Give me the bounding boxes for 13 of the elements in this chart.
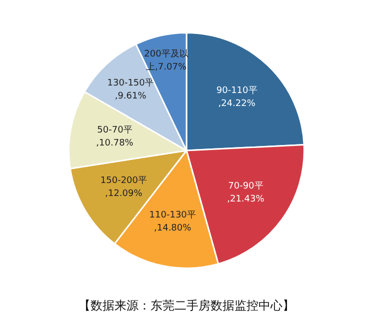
data-label: ,14.80% xyxy=(154,224,192,234)
text: 【数据来源：东莞二手房数据监控中心】 xyxy=(78,298,294,312)
slice-label: 90-110平 xyxy=(216,86,258,96)
slice-label: 70-90平 xyxy=(228,182,264,192)
slice-label: 150-200平 xyxy=(100,176,148,186)
data-label: ,10.78% xyxy=(96,138,134,149)
data-label: ,12.09% xyxy=(105,189,143,200)
data-label: ,24.22% xyxy=(218,99,256,110)
data-label: ,9.61% xyxy=(114,92,147,102)
data-label: ,21.43% xyxy=(227,194,265,205)
slice-label: 50-70平 xyxy=(97,126,132,136)
slice-label: 130-150平 xyxy=(107,78,154,88)
slice-label: 110-130平 xyxy=(149,210,196,221)
